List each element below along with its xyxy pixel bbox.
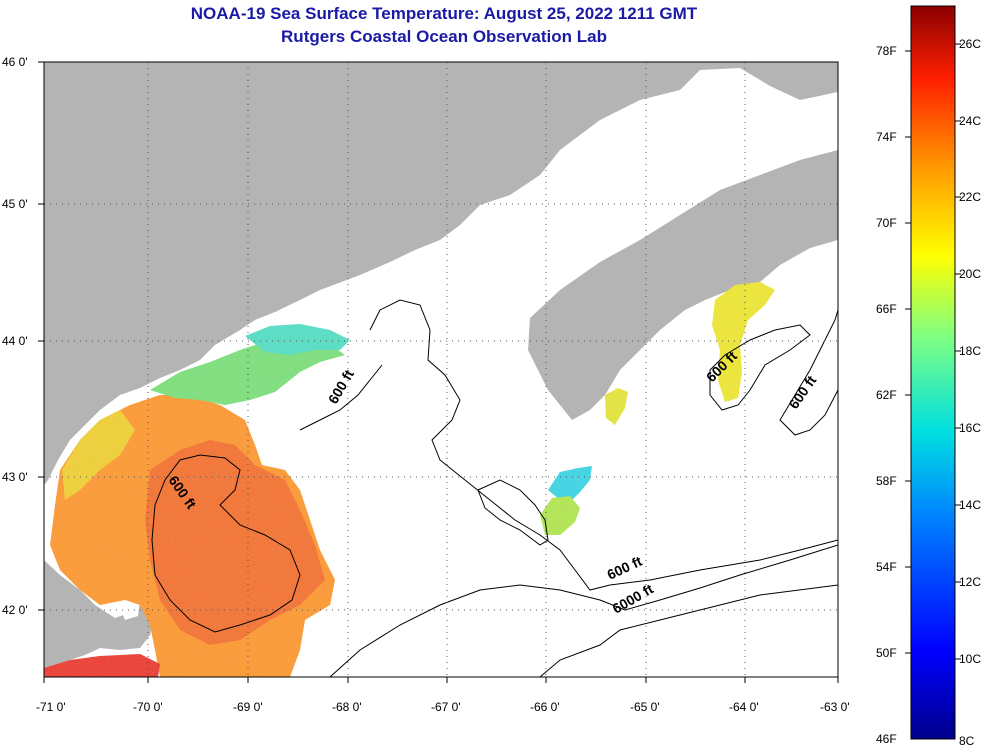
sst-field-green-patch <box>540 496 580 535</box>
colorbar-c-18: 18C <box>959 344 981 358</box>
sst-field-yellow-small <box>605 388 628 425</box>
land-massachusetts <box>44 560 155 668</box>
lat-label-46: 46 0' <box>2 55 28 69</box>
contour-6000ft <box>329 544 838 677</box>
lon-label-70: -70 0' <box>133 700 163 714</box>
bay-of-fundy <box>520 180 720 310</box>
map-frame <box>43 61 839 678</box>
contour-600ft-browns <box>477 479 549 546</box>
colorbar-ticks <box>905 43 961 660</box>
minas-basin <box>650 150 790 172</box>
lat-label-43: 43 0' <box>2 470 28 484</box>
lat-label-42: 42 0' <box>2 603 28 617</box>
chart-title: NOAA-19 Sea Surface Temperature: August … <box>190 4 698 23</box>
colorbar-c-14: 14C <box>959 498 981 512</box>
lon-label-69: -69 0' <box>233 700 263 714</box>
sst-field-yellow-ns <box>712 282 775 402</box>
colorbar-c-12: 12C <box>959 575 981 589</box>
sst-field-cyan-patch <box>548 466 592 500</box>
colorbar-c-10: 10C <box>959 652 981 666</box>
sst-field-red-south <box>44 654 160 677</box>
contour-600ft-coastal <box>299 364 383 431</box>
sst-field-green-band <box>150 338 345 405</box>
colorbar-f-78: 78F <box>876 44 897 58</box>
colorbar-c-24: 24C <box>959 114 981 128</box>
colorbar-f-70: 70F <box>876 216 897 230</box>
colorbar-c-16: 16C <box>959 421 981 435</box>
colorbar-f-58: 58F <box>876 474 897 488</box>
lon-label-68: -68 0' <box>332 700 362 714</box>
colorbar-f-74: 74F <box>876 130 897 144</box>
lat-label-45: 45 0' <box>2 197 28 211</box>
colorbar-f-54: 54F <box>876 560 897 574</box>
land-mainland <box>44 62 838 485</box>
sst-field-cyan-nearshore <box>245 324 350 355</box>
colorbar-f-46: 46F <box>876 732 897 746</box>
chart-subtitle: Rutgers Coastal Ocean Observation Lab <box>281 27 607 46</box>
lat-label-44: 44 0' <box>2 334 28 348</box>
lon-label-64: -64 0' <box>729 700 759 714</box>
lon-label-71: -71 0' <box>36 700 66 714</box>
contour-600ft-ns-1 <box>709 324 811 411</box>
sst-field-hot-core <box>145 440 325 645</box>
colorbar-c-8: 8C <box>959 734 975 748</box>
lon-label-63: -63 0' <box>820 700 850 714</box>
colorbar-f-66: 66F <box>876 302 897 316</box>
colorbar-f-62: 62F <box>876 388 897 402</box>
lon-label-66: -66 0' <box>530 700 560 714</box>
colorbar <box>910 5 956 740</box>
graticule <box>44 62 838 677</box>
tick-marks <box>38 61 839 683</box>
land-nova-scotia <box>528 150 838 420</box>
colorbar-c-26: 26C <box>959 37 981 51</box>
cape-cod-bay-water <box>120 600 140 620</box>
contour-600ft-inner <box>151 454 301 633</box>
colorbar-c-22: 22C <box>959 190 981 204</box>
lon-label-67: -67 0' <box>431 700 461 714</box>
contour-600ft-ns-2 <box>779 309 838 436</box>
contour-6000ft-south <box>539 584 838 677</box>
colorbar-f-50: 50F <box>876 646 897 660</box>
colorbar-c-20: 20C <box>959 267 981 281</box>
lon-label-65: -65 0' <box>630 700 660 714</box>
